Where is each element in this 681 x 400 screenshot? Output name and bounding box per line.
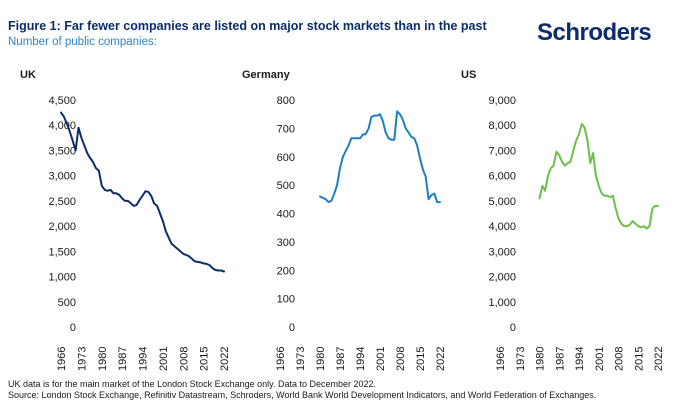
figure-title: Figure 1: Far fewer companies are listed… [8, 19, 487, 33]
us-ytick-label: 7,000 [488, 145, 516, 157]
us-ytick-label: 2,000 [488, 272, 516, 284]
germany-ytick-label: 700 [277, 123, 295, 135]
germany-xtick-label: 2022 [435, 347, 447, 371]
us-xtick-label: 1994 [574, 347, 586, 371]
uk-ytick-label: 3,500 [48, 145, 76, 157]
us-ytick-label: 6,000 [488, 171, 516, 183]
uk-xtick-label: 1994 [138, 347, 150, 371]
uk-xtick-label: 2022 [219, 347, 231, 371]
germany-ytick-label: 0 [289, 322, 295, 334]
uk-xtick-label: 1987 [117, 347, 129, 371]
uk-xtick-label: 2001 [158, 347, 170, 371]
germany-ytick-label: 300 [277, 237, 295, 249]
germany-xtick-label: 1994 [355, 347, 367, 371]
uk-ytick-label: 2,000 [48, 221, 76, 233]
germany-xtick-label: 1987 [335, 347, 347, 371]
germany-xtick-label: 2001 [375, 347, 387, 371]
uk-xtick-label: 2008 [178, 347, 190, 371]
us-ytick-label: 8,000 [488, 120, 516, 132]
us-series-line [538, 123, 659, 230]
uk-series-line [60, 111, 225, 273]
footnote-uk-data: UK data is for the main market of the Lo… [8, 379, 377, 389]
germany-ytick-label: 100 [277, 294, 295, 306]
us-xtick-label: 2022 [653, 347, 665, 371]
uk-ytick-label: 2,500 [48, 196, 76, 208]
germany-series-line [319, 110, 441, 204]
us-xtick-label: 1987 [554, 347, 566, 371]
us-ytick-label: 0 [510, 322, 516, 334]
uk-ytick-label: 500 [58, 297, 76, 309]
us-xtick-label: 2008 [614, 347, 626, 371]
germany-ytick-label: 400 [277, 209, 295, 221]
germany-xtick-label: 1966 [275, 347, 287, 371]
germany-ytick-label: 800 [277, 95, 295, 107]
us-panel-title: US [461, 69, 476, 81]
germany-ytick-label: 200 [277, 265, 295, 277]
figure-subtitle: Number of public companies: [8, 36, 157, 48]
us-ytick-label: 3,000 [488, 246, 516, 258]
germany-xtick-label: 2015 [415, 347, 427, 371]
uk-xtick-label: 1980 [97, 347, 109, 371]
uk-panel-title: UK [20, 69, 36, 81]
uk-xtick-label: 1973 [76, 347, 88, 371]
germany-panel-title: Germany [242, 69, 291, 81]
uk-ytick-label: 1,000 [48, 272, 76, 284]
us-ytick-label: 1,000 [488, 297, 516, 309]
germany-ytick-label: 500 [277, 180, 295, 192]
us-xtick-label: 1966 [495, 347, 507, 371]
germany-xtick-label: 2008 [395, 347, 407, 371]
us-ytick-label: 5,000 [488, 196, 516, 208]
uk-ytick-label: 4,000 [48, 120, 76, 132]
us-xtick-label: 1973 [515, 347, 527, 371]
uk-ytick-label: 0 [70, 322, 76, 334]
us-xtick-label: 1980 [535, 347, 547, 371]
uk-xtick-label: 2015 [199, 347, 211, 371]
us-ytick-label: 9,000 [488, 95, 516, 107]
germany-ytick-label: 600 [277, 152, 295, 164]
germany-xtick-label: 1973 [295, 347, 307, 371]
uk-ytick-label: 3,000 [48, 171, 76, 183]
us-ytick-label: 4,000 [488, 221, 516, 233]
us-xtick-label: 2001 [594, 347, 606, 371]
uk-xtick-label: 1966 [56, 347, 68, 371]
uk-ytick-label: 1,500 [48, 246, 76, 258]
uk-ytick-label: 4,500 [48, 95, 76, 107]
us-xtick-label: 2015 [633, 347, 645, 371]
schroders-logo: Schroders [537, 19, 652, 46]
footnote-source: Source: London Stock Exchange, Refinitiv… [8, 390, 597, 400]
germany-xtick-label: 1980 [315, 347, 327, 371]
